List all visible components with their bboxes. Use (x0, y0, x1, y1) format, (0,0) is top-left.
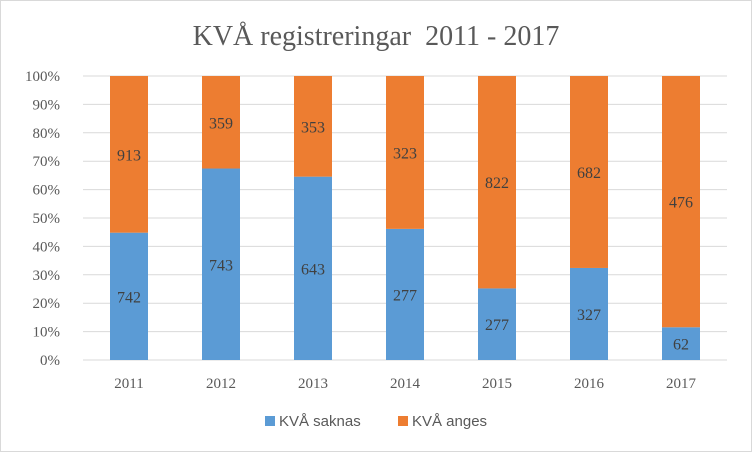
data-label: 682 (577, 165, 601, 182)
bar-segment (570, 267, 608, 360)
legend-label: KVÅ anges (412, 413, 487, 430)
bar-segment (662, 327, 700, 360)
y-axis-tick-labels: 0% 10% 20% 30% 40% 50% 60% 70% 80% 90% 100% (25, 69, 60, 369)
data-label: 277 (393, 287, 417, 304)
bar-segment (478, 76, 516, 289)
bar-segment (202, 168, 240, 360)
y-tick-label: 50% (33, 211, 61, 227)
data-label: 743 (209, 257, 233, 274)
y-tick-label: 80% (33, 126, 61, 142)
data-label: 327 (577, 307, 601, 324)
data-label: 476 (669, 195, 693, 212)
y-tick-label: 20% (33, 296, 61, 312)
bar-segment (110, 76, 148, 233)
legend: KVÅ saknas KVÅ anges (265, 413, 487, 430)
y-tick-label: 40% (33, 239, 61, 255)
data-label: 353 (301, 119, 325, 136)
data-label: 822 (485, 175, 509, 192)
legend-label: KVÅ saknas (279, 413, 361, 430)
data-label: 277 (485, 317, 509, 334)
y-tick-label: 70% (33, 154, 61, 170)
x-tick-label: 2013 (298, 376, 328, 392)
bar-segment (386, 228, 424, 360)
chart-title: KVÅ registreringar 2011 - 2017 (193, 21, 560, 52)
bar-segment (294, 176, 332, 360)
legend-swatch (398, 416, 408, 426)
bar-segment (570, 76, 608, 268)
data-label: 643 (301, 261, 325, 278)
y-tick-label: 100% (25, 69, 60, 85)
bar-segment (386, 76, 424, 229)
data-label: 359 (209, 115, 233, 132)
data-label: 913 (117, 147, 141, 164)
y-tick-label: 30% (33, 268, 61, 284)
data-label: 323 (393, 145, 417, 162)
bar-segment (662, 76, 700, 328)
y-tick-label: 60% (33, 183, 61, 199)
y-tick-label: 90% (33, 97, 61, 113)
bar-segment (294, 76, 332, 177)
bar-segment (202, 76, 240, 169)
x-axis-tick-labels: 2011 2012 2013 2014 2015 2016 2017 (114, 376, 696, 392)
x-tick-label: 2016 (574, 376, 605, 392)
x-tick-label: 2012 (206, 376, 236, 392)
bar-segment (110, 232, 148, 360)
data-label: 62 (673, 337, 689, 354)
bar-segment (478, 288, 516, 360)
x-tick-label: 2017 (666, 376, 697, 392)
data-label: 742 (117, 289, 141, 306)
data-labels: 742 913 743 359 643 353 277 323 277 822 327 682 62 47… (117, 115, 693, 353)
legend-swatch (265, 416, 275, 426)
y-tick-label: 0% (40, 353, 60, 369)
y-tick-label: 10% (33, 325, 61, 341)
x-tick-label: 2011 (114, 376, 143, 392)
x-tick-label: 2014 (390, 376, 421, 392)
x-tick-label: 2015 (482, 376, 512, 392)
bars (110, 76, 700, 360)
